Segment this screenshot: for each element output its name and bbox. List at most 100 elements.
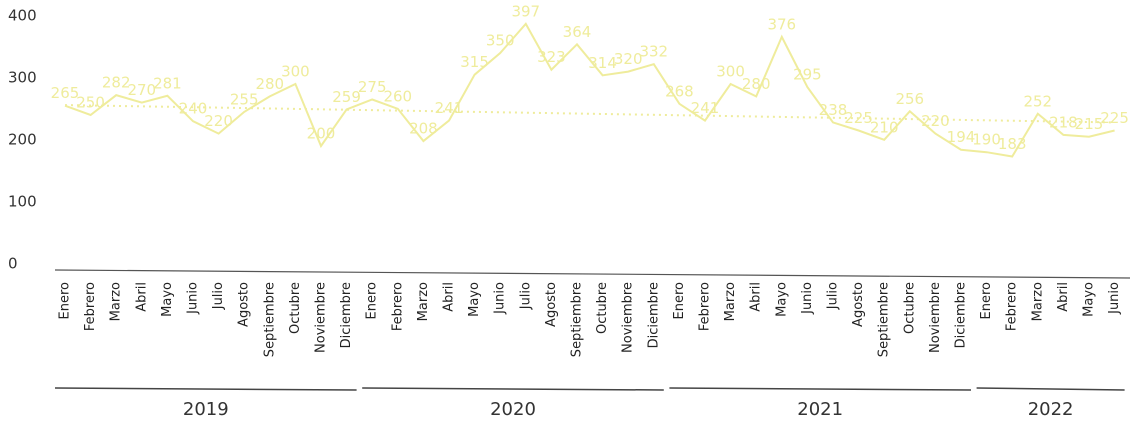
year-label: 2019: [183, 399, 229, 420]
x-tick-label: Noviembre: [314, 282, 329, 353]
data-label: 200: [307, 125, 336, 143]
x-tick-label: Diciembre: [339, 282, 354, 348]
x-tick-label: Mayo: [774, 282, 789, 317]
x-tick-label: Octubre: [902, 282, 917, 334]
year-line: [669, 387, 972, 391]
data-label: 376: [767, 15, 796, 33]
data-label: 215: [1075, 115, 1104, 133]
y-tick-label: 0: [8, 255, 18, 273]
x-tick-label: Septiembre: [570, 282, 585, 357]
x-tick-label: Enero: [979, 282, 994, 320]
x-tick-label: Marzo: [416, 282, 431, 321]
year-label: 2021: [797, 399, 843, 420]
x-tick-label: Septiembre: [877, 282, 892, 357]
data-label: 238: [819, 101, 848, 119]
data-label: 241: [691, 99, 720, 117]
data-label: 250: [76, 94, 105, 112]
x-tick-label: Febrero: [390, 282, 405, 331]
x-tick-label: Abril: [442, 282, 457, 312]
data-label: 314: [588, 54, 617, 72]
data-label: 270: [127, 81, 156, 99]
x-tick-label: Enero: [365, 282, 380, 320]
data-label: 300: [716, 63, 745, 81]
x-tick-label: Mayo: [160, 282, 175, 317]
x-tick-label: Diciembre: [954, 282, 969, 348]
x-axis: [54, 269, 1131, 279]
data-label: 260: [383, 87, 412, 105]
year-label: 2020: [490, 399, 536, 420]
x-tick-label: Julio: [826, 282, 841, 310]
x-tick-label: Junio: [186, 282, 201, 315]
data-line: [64, 22, 1115, 158]
data-label: 241: [435, 99, 464, 117]
data-label: 183: [998, 135, 1027, 153]
data-label: 220: [921, 112, 950, 130]
data-label: 268: [665, 82, 694, 100]
data-label: 194: [947, 128, 976, 146]
x-tick-label: Marzo: [109, 282, 124, 321]
data-label: 323: [537, 48, 566, 66]
data-label: 218: [1049, 113, 1078, 131]
x-tick-label: Noviembre: [928, 282, 943, 353]
y-tick-label: 200: [8, 131, 37, 149]
x-tick-label: Agosto: [851, 282, 866, 327]
y-tick-label: 300: [8, 69, 37, 87]
x-tick-label: Junio: [800, 282, 815, 315]
x-tick-label: Julio: [518, 282, 533, 310]
year-line: [976, 387, 1125, 391]
data-label: 275: [358, 78, 387, 96]
data-label: 280: [255, 75, 284, 93]
x-tick-label: Marzo: [1030, 282, 1045, 321]
data-label: 315: [460, 53, 489, 71]
x-tick-label: Noviembre: [621, 282, 636, 353]
x-tick-label: Diciembre: [646, 282, 661, 348]
data-label: 280: [742, 75, 771, 93]
data-label: 350: [486, 32, 515, 50]
x-tick-label: Enero: [672, 282, 687, 320]
x-tick-label: Agosto: [544, 282, 559, 327]
data-label: 300: [281, 63, 310, 81]
x-tick-label: Junio: [1107, 282, 1122, 315]
data-label: 332: [639, 43, 668, 61]
y-tick-label: 400: [8, 7, 37, 25]
data-label: 281: [153, 74, 182, 92]
data-label: 210: [870, 118, 899, 136]
x-tick-label: Abril: [749, 282, 764, 312]
x-tick-label: Enero: [58, 282, 73, 320]
data-label: 190: [972, 131, 1001, 149]
year-label: 2022: [1028, 399, 1074, 420]
data-label: 364: [563, 23, 592, 41]
y-tick-label: 100: [8, 193, 37, 211]
year-line: [54, 387, 357, 391]
data-label: 255: [230, 90, 259, 108]
x-tick-label: Febrero: [698, 282, 713, 331]
trend-line: [64, 104, 1115, 124]
data-label: 220: [204, 112, 233, 130]
x-tick-label: Abril: [1056, 282, 1071, 312]
x-tick-label: Abril: [134, 282, 149, 312]
x-tick-label: Febrero: [1005, 282, 1020, 331]
x-tick-label: Octubre: [288, 282, 303, 334]
data-label: 282: [102, 74, 131, 92]
x-tick-label: Mayo: [1082, 282, 1097, 317]
data-label: 295: [793, 66, 822, 84]
data-label: 256: [895, 90, 924, 108]
data-label: 320: [614, 50, 643, 68]
x-tick-label: Febrero: [83, 282, 98, 331]
data-label: 397: [511, 2, 540, 20]
year-line: [362, 387, 664, 391]
data-label: 265: [51, 84, 80, 102]
x-tick-label: Junio: [493, 282, 508, 315]
x-tick-label: Septiembre: [262, 282, 277, 357]
x-tick-label: Mayo: [467, 282, 482, 317]
x-tick-label: Octubre: [595, 282, 610, 334]
x-tick-label: Julio: [211, 282, 226, 310]
x-tick-label: Marzo: [723, 282, 738, 321]
data-label: 252: [1023, 92, 1052, 110]
data-label: 240: [179, 100, 208, 118]
x-tick-label: Agosto: [237, 282, 252, 327]
data-label: 225: [1100, 109, 1129, 127]
data-label: 208: [409, 120, 438, 138]
data-label: 259: [332, 88, 361, 106]
